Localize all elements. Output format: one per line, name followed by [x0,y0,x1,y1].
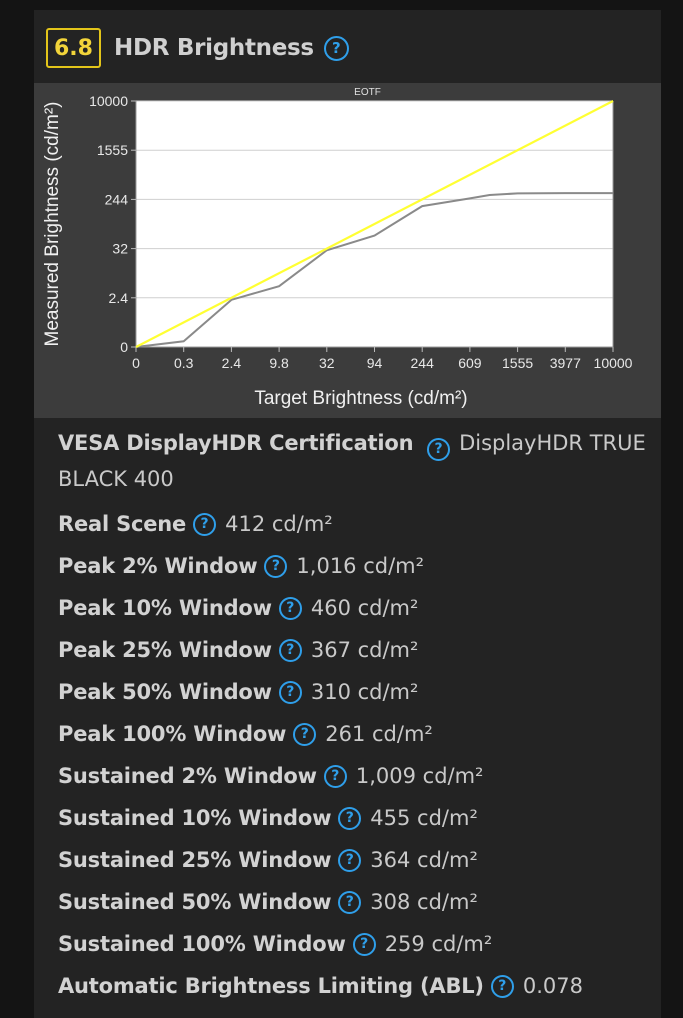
spec-value: 412 cd/m² [225,512,333,536]
x-axis-title: Target Brightness (cd/m²) [254,388,467,409]
x-tick-label: 0.3 [174,355,194,371]
help-icon[interactable]: ? [427,437,451,461]
help-icon[interactable]: ? [352,932,376,956]
x-tick-label: 94 [367,355,383,371]
spec-row-vesa: VESA DisplayHDR Certification ? DisplayHD… [58,423,648,503]
spec-row-peak-100: Peak 100% Window ? 261 cd/m² [58,713,648,755]
help-icon[interactable]: ? [338,806,362,830]
spec-value: 460 cd/m² [310,596,419,620]
help-icon[interactable]: ? [193,512,217,536]
help-icon[interactable]: ? [490,974,514,998]
hdr-brightness-panel: 6.8 HDR Brightness ? 0 0.3 2.4 9.8 32 94 244 60… [34,10,661,1018]
spec-value: 259 cd/m² [384,932,493,956]
y-tick-label: 32 [112,241,128,257]
help-icon[interactable]: ? [278,680,302,704]
measured-eotf-line [135,192,614,348]
target-eotf-line [135,100,614,348]
spec-label: Peak 10% Window [58,596,272,620]
score-badge: 6.8 [46,28,101,68]
x-tick-label: 0 [132,355,140,371]
spec-value: 455 cd/m² [370,806,478,830]
spec-list: VESA DisplayHDR Certification ? DisplayHD… [58,423,648,1007]
spec-row-sustained-2: Sustained 2% Window ? 1,009 cd/m² [58,755,648,797]
spec-value: 1,016 cd/m² [296,554,425,578]
spec-value: 261 cd/m² [325,722,433,746]
help-icon[interactable]: ? [293,722,317,746]
help-icon[interactable]: ? [338,890,362,914]
spec-row-peak-25: Peak 25% Window ? 367 cd/m² [58,629,648,671]
spec-value: 308 cd/m² [370,890,478,914]
help-icon[interactable]: ? [338,848,362,872]
help-icon[interactable]: ? [278,596,302,620]
spec-value: 0.078 [522,974,583,998]
spec-label: Sustained 50% Window [58,890,332,914]
spec-row-peak-2: Peak 2% Window ? 1,016 cd/m² [58,545,648,587]
spec-value: DisplayHDR TRUE BLACK 400 [58,431,646,491]
help-icon[interactable]: ? [323,764,347,788]
help-icon[interactable]: ? [264,554,288,578]
spec-row-real-scene: Real Scene ? 412 cd/m² [58,503,648,545]
spec-row-sustained-10: Sustained 10% Window ? 455 cd/m² [58,797,648,839]
x-tick-label: 2.4 [222,355,242,371]
section-header: 6.8 HDR Brightness ? [46,28,349,68]
spec-label: VESA DisplayHDR Certification [58,431,414,455]
x-tick-label: 32 [319,355,335,371]
spec-row-peak-10: Peak 10% Window ? 460 cd/m² [58,587,648,629]
spec-label: Sustained 10% Window [58,806,332,830]
x-tick-label: 244 [411,355,435,371]
eotf-chart: 0 0.3 2.4 9.8 32 94 244 609 1555 3977 10000 10000 15… [34,83,661,418]
spec-value: 364 cd/m² [370,848,478,872]
x-tick-label: 9.8 [269,355,289,371]
spec-row-abl: Automatic Brightness Limiting (ABL) ? 0.… [58,965,648,1007]
x-tick-label: 609 [458,355,482,371]
spec-label: Peak 100% Window [58,722,287,746]
x-tick-label: 1555 [502,355,533,371]
spec-value: 1,009 cd/m² [355,764,484,788]
spec-label: Automatic Brightness Limiting (ABL) [58,974,484,998]
y-tick-label: 0 [120,339,128,355]
spec-row-peak-50: Peak 50% Window ? 310 cd/m² [58,671,648,713]
x-tick-label: 10000 [594,355,633,371]
spec-label: Real Scene [58,512,187,536]
spec-row-sustained-25: Sustained 25% Window ? 364 cd/m² [58,839,648,881]
help-icon[interactable]: ? [323,35,349,61]
spec-label: Sustained 25% Window [58,848,332,872]
eotf-chart-svg: 0 0.3 2.4 9.8 32 94 244 609 1555 3977 10000 10000 15… [42,87,633,409]
y-tick-label: 244 [105,191,129,207]
x-tick-label: 3977 [550,355,581,371]
section-title: HDR Brightness [114,35,314,61]
spec-row-sustained-50: Sustained 50% Window ? 308 cd/m² [58,881,648,923]
y-tick-label: 1555 [97,142,128,158]
spec-label: Sustained 100% Window [58,932,346,956]
spec-label: Sustained 2% Window [58,764,317,788]
y-axis-title: Measured Brightness (cd/m²) [42,102,63,347]
spec-row-sustained-100: Sustained 100% Window ? 259 cd/m² [58,923,648,965]
spec-label: Peak 25% Window [58,638,272,662]
spec-value: 367 cd/m² [310,638,419,662]
chart-title: EOTF [354,87,381,98]
spec-value: 310 cd/m² [310,680,419,704]
help-icon[interactable]: ? [278,638,302,662]
spec-label: Peak 2% Window [58,554,258,578]
y-tick-label: 2.4 [109,290,129,306]
y-tick-label: 10000 [89,93,128,109]
spec-label: Peak 50% Window [58,680,272,704]
